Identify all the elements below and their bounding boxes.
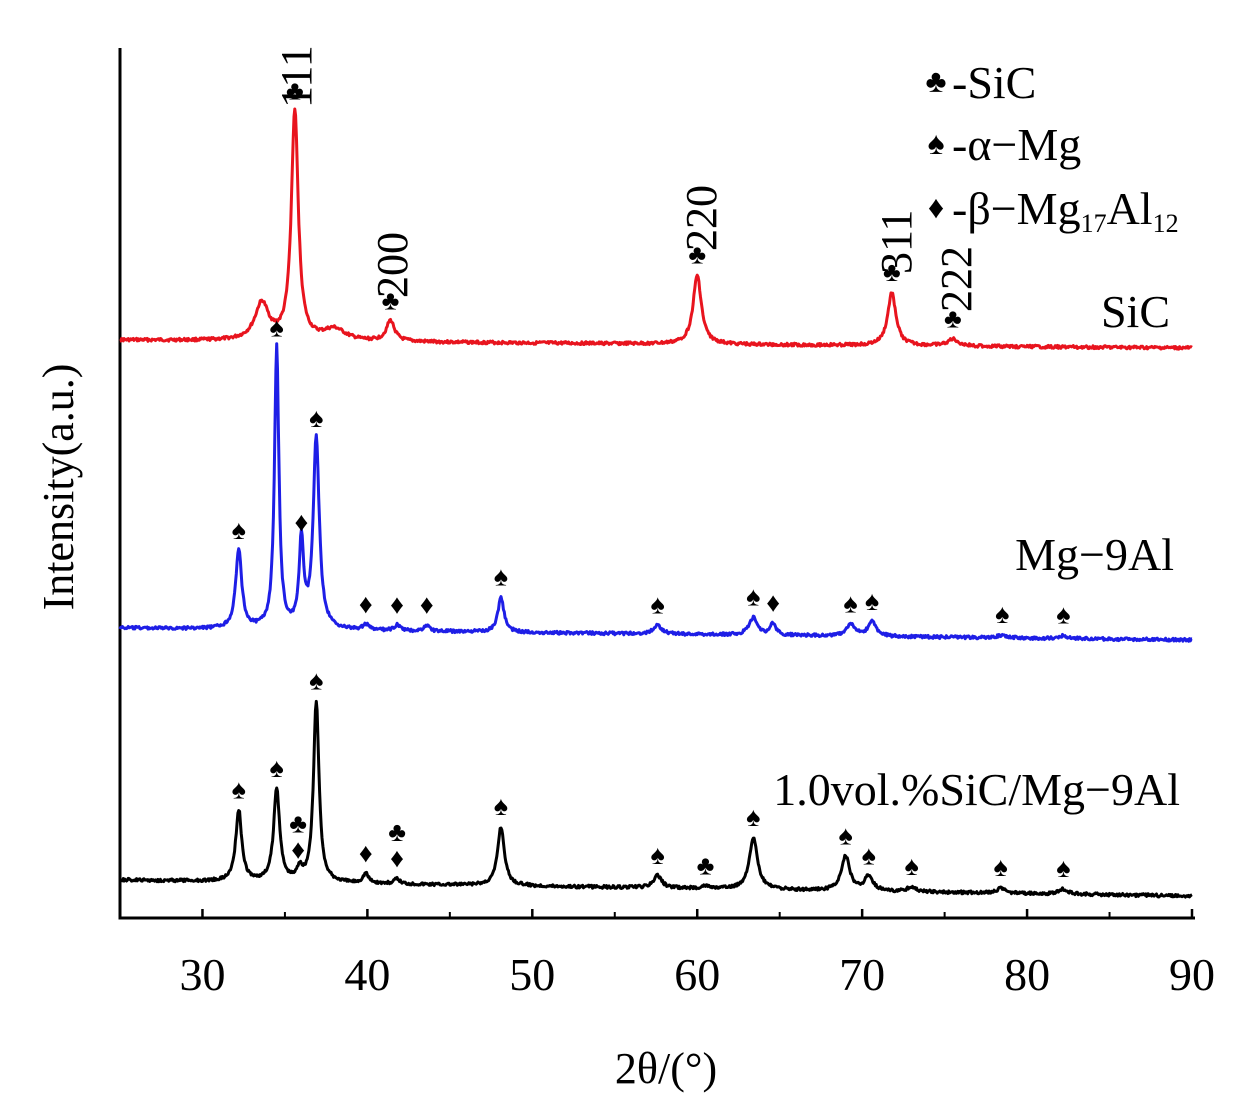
peak-marker-diamond-1-10: ♦ [766, 588, 780, 618]
x-tick-label-40: 40 [344, 949, 390, 1000]
peak-marker-club-0-1: ♣ [382, 285, 400, 315]
x-tick-label-80: 80 [1004, 949, 1050, 1000]
peak-marker-spade-2-0: ♠ [232, 775, 246, 805]
series-line-1 [118, 342, 1193, 643]
x-tick-labels: 30 40 50 60 70 80 90 [179, 949, 1215, 1000]
x-tick-label-70: 70 [839, 949, 885, 1000]
peak-marker-spade-2-11: ♠ [746, 802, 760, 832]
legend-label-club: -SiC [952, 57, 1036, 108]
peak-marker-spade-1-7: ♠ [494, 561, 508, 591]
peak-marker-diamond-2-6: ♦ [390, 843, 404, 873]
hkl-label-222: 222 [932, 246, 981, 312]
series-label-0: SiC [1101, 286, 1170, 337]
series-line-2 [119, 699, 1193, 899]
legend-label-diamond: -β−Mg17Al12 [952, 183, 1179, 238]
legend-spade-icon: ♠ [928, 125, 945, 161]
hkl-label-220: 220 [677, 185, 726, 251]
peak-marker-club-2-7: ♣ [388, 817, 406, 847]
x-tick-label-50: 50 [509, 949, 555, 1000]
legend-item-spade: ♠ -α−Mg [928, 119, 1082, 170]
legend-label-spade: -α−Mg [952, 119, 1081, 170]
peak-marker-spade-1-9: ♠ [746, 582, 760, 612]
peak-marker-spade-1-14: ♠ [1056, 600, 1070, 630]
peak-marker-club-0-2: ♣ [688, 239, 706, 269]
peak-marker-spade-2-13: ♠ [862, 840, 876, 870]
peak-marker-diamond-1-5: ♦ [390, 589, 404, 619]
legend-item-club: ♣ -SiC [926, 57, 1037, 108]
peak-marker-spade-2-14: ♠ [904, 851, 918, 881]
peak-marker-spade-1-12: ♠ [865, 586, 879, 616]
peak-marker-spade-1-13: ♠ [995, 599, 1009, 629]
legend: ♣ -SiC♠ -α−Mg♦ -β−Mg17Al12 [926, 57, 1179, 238]
peak-marker-spade-2-1: ♠ [270, 753, 284, 783]
peak-marker-diamond-1-4: ♦ [359, 589, 373, 619]
series-line-0 [119, 107, 1193, 351]
peak-marker-club-0-0: ♣ [286, 75, 304, 105]
peak-marker-spade-2-4: ♠ [309, 666, 323, 696]
x-axis-title: 2θ/(°) [615, 1044, 717, 1093]
series-label-2: 1.0vol.%SiC/Mg−9Al [773, 764, 1180, 815]
legend-club-icon: ♣ [926, 63, 947, 99]
peak-marker-diamond-1-6: ♦ [420, 590, 434, 620]
peak-marker-spade-2-12: ♠ [838, 821, 852, 851]
axes: 30 40 50 60 70 80 90 [118, 48, 1215, 1000]
peak-marker-spade-1-3: ♠ [309, 403, 323, 433]
series-label-1: Mg−9Al [1015, 529, 1174, 580]
x-tick-label-90: 90 [1169, 949, 1215, 1000]
legend-item-diamond: ♦ -β−Mg17Al12 [928, 183, 1179, 238]
y-axis-title: Intensity(a.u.) [34, 364, 83, 611]
peak-marker-club-0-4: ♣ [944, 303, 962, 333]
hkl-label-200: 200 [368, 232, 417, 298]
x-tick-label-30: 30 [179, 949, 225, 1000]
peak-marker-diamond-2-5: ♦ [359, 838, 373, 868]
peak-marker-spade-2-9: ♠ [650, 840, 664, 870]
peak-marker-club-2-3: ♣ [289, 808, 307, 838]
peak-marker-spade-2-15: ♠ [994, 852, 1008, 882]
series-layer [118, 107, 1193, 899]
peak-marker-spade-2-16: ♠ [1056, 853, 1070, 883]
peak-marker-club-0-3: ♣ [883, 257, 901, 287]
peak-marker-spade-1-1: ♠ [270, 312, 284, 342]
x-ticks [119, 909, 1194, 918]
legend-diamond-icon: ♦ [928, 189, 944, 225]
peak-marker-diamond-1-2: ♦ [295, 507, 309, 537]
peak-marker-club-2-10: ♣ [697, 850, 715, 880]
peak-marker-spade-2-8: ♠ [494, 791, 508, 821]
hkl-label-311: 311 [872, 210, 921, 274]
x-tick-label-60: 60 [674, 949, 720, 1000]
peak-markers: ♣♣♣♣♣♠♠♦♠♦ ♦ ♦♠♠ ♠ ♦ ♠ ♠ ♠ ♠♠♠♦♣♠♦ ♦♣♠♠ ♣♠♠♠ ♠ ♠ ♠ [232, 75, 1071, 883]
series-labels: SiC Mg−9Al 1.0vol.%SiC/Mg−9Al [773, 286, 1180, 815]
peak-marker-spade-1-8: ♠ [650, 589, 664, 619]
peak-marker-diamond-2-2: ♦ [291, 834, 305, 864]
peak-marker-spade-1-11: ♠ [843, 589, 857, 619]
hkl-label-111: 111 [272, 45, 321, 108]
peak-marker-spade-1-0: ♠ [232, 515, 246, 545]
